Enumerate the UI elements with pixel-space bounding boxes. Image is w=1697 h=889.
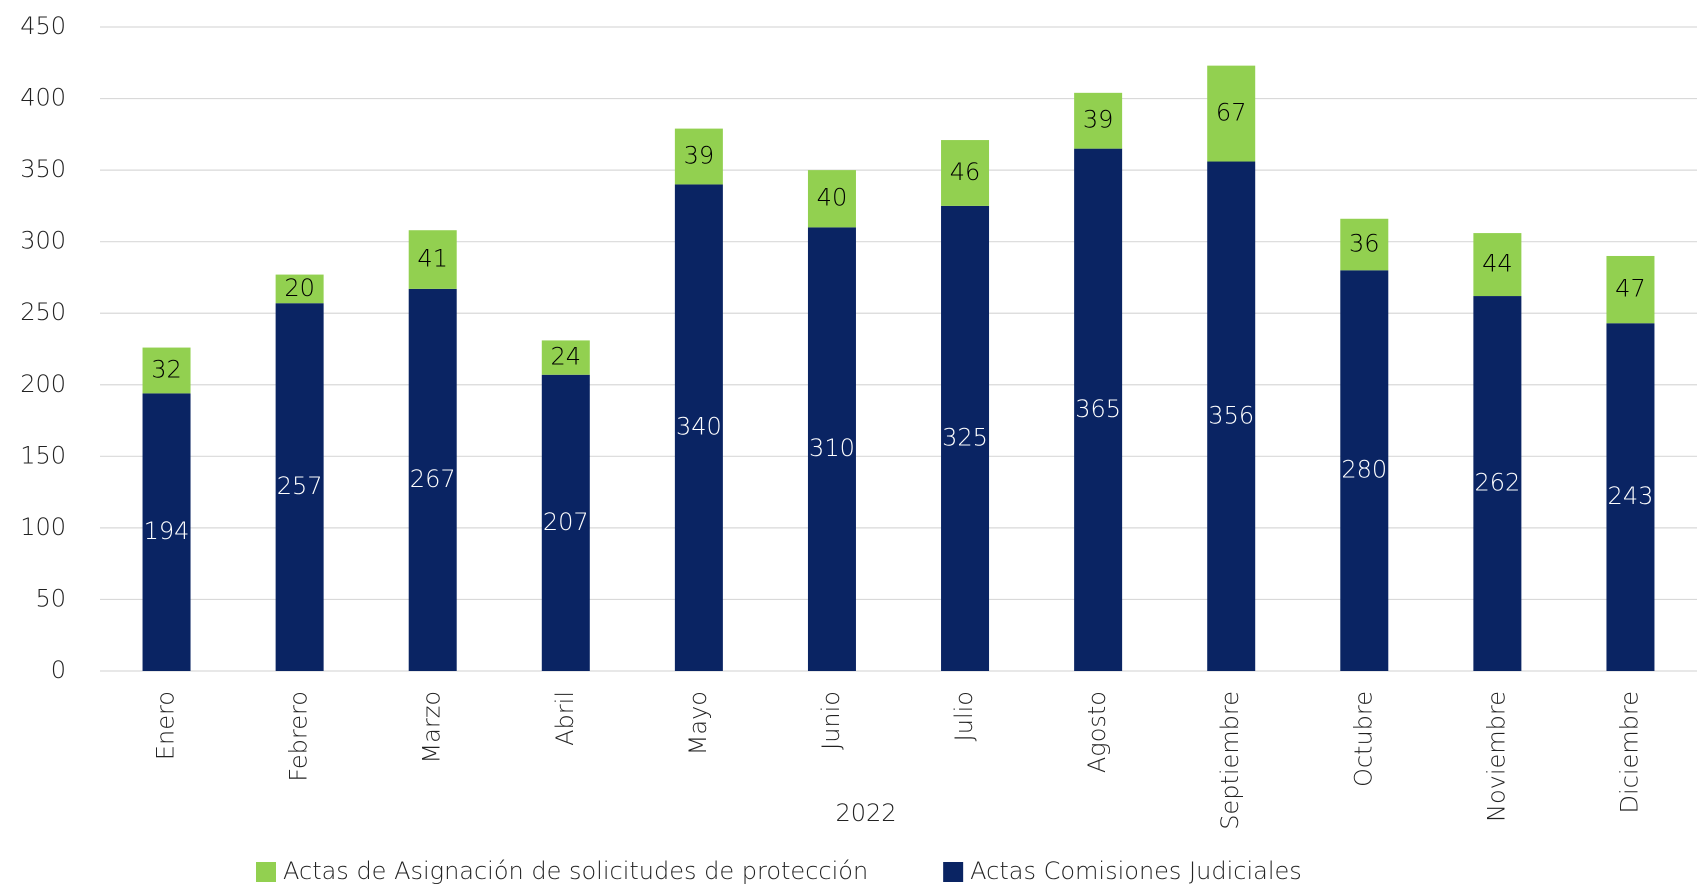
data-label: 39 [1083, 106, 1114, 134]
x-tick-label: Junio [817, 691, 845, 750]
y-tick-label: 50 [35, 584, 66, 612]
legend-swatch [256, 862, 276, 882]
bar-segment [275, 303, 324, 671]
data-label: 257 [277, 472, 323, 500]
y-tick-label: 0 [51, 656, 66, 684]
data-label: 47 [1615, 275, 1646, 303]
bar-segment [142, 393, 191, 671]
y-tick-label: 100 [20, 513, 66, 541]
data-label: 41 [417, 245, 448, 273]
data-label: 267 [410, 465, 456, 493]
legend-label: Actas Comisiones Judiciales [970, 857, 1302, 885]
bar-segment [941, 140, 990, 206]
x-tick-label: Septiembre [1216, 691, 1244, 830]
data-label: 194 [144, 517, 190, 545]
bar-segment [674, 184, 723, 671]
data-label: 24 [551, 343, 582, 371]
y-tick-label: 400 [20, 84, 66, 112]
bar-segment [1074, 92, 1123, 149]
data-label: 207 [543, 508, 589, 536]
data-label: 36 [1349, 230, 1380, 258]
data-label: 32 [151, 355, 182, 383]
data-label: 20 [284, 274, 315, 302]
x-tick-label: Marzo [418, 691, 446, 764]
x-tick-label: Noviembre [1482, 691, 1510, 822]
data-label: 356 [1208, 401, 1254, 429]
data-label: 67 [1216, 99, 1247, 127]
x-tick-label: Abril [551, 691, 579, 746]
y-tick-label: 300 [20, 227, 66, 255]
data-label: 280 [1341, 456, 1387, 484]
legend-label: Actas de Asignación de solicitudes de pr… [283, 857, 868, 885]
bar-segment [1606, 323, 1655, 671]
x-tick-label: Enero [152, 691, 180, 760]
y-tick-label: 200 [20, 370, 66, 398]
bar-segment [1606, 255, 1655, 324]
bar-segment [807, 170, 856, 228]
y-tick-label: 250 [20, 298, 66, 326]
y-tick-label: 150 [20, 441, 66, 469]
data-label: 40 [817, 184, 848, 212]
bar-segment [807, 227, 856, 671]
legend-swatch [943, 862, 964, 882]
x-tick-label: Julio [950, 691, 978, 741]
bar-segment [408, 230, 457, 289]
bar-segment [941, 205, 990, 671]
data-label: 243 [1608, 482, 1654, 510]
x-tick-label: Octubre [1349, 691, 1377, 787]
y-tick-label: 350 [20, 155, 66, 183]
data-label: 262 [1474, 469, 1520, 497]
x-axis-title: 2022 [835, 799, 896, 827]
bar-segment [1340, 270, 1389, 671]
bar-segment [1473, 233, 1522, 297]
data-label: 325 [942, 423, 988, 451]
data-label: 340 [676, 413, 722, 441]
bar-segment [275, 274, 324, 304]
bar-segment [408, 288, 457, 671]
bar-segment [1074, 148, 1123, 672]
bar-segment [1473, 296, 1522, 671]
y-tick-label: 450 [20, 12, 66, 40]
x-tick-label: Agosto [1083, 691, 1111, 773]
bar-segment [1340, 218, 1389, 271]
bar-segment [541, 374, 590, 671]
bar-segment [674, 128, 723, 185]
data-label: 46 [950, 158, 981, 186]
x-tick-label: Diciembre [1615, 691, 1643, 814]
x-tick-label: Febrero [285, 691, 313, 782]
x-tick-label: Mayo [684, 691, 712, 755]
data-label: 39 [684, 142, 715, 170]
bar-segment [142, 347, 191, 394]
bar-segment [1207, 161, 1256, 671]
data-label: 365 [1075, 395, 1121, 423]
data-label: 310 [809, 434, 855, 462]
bar-segment [1207, 65, 1256, 162]
data-label: 44 [1482, 250, 1513, 278]
bar-segment [541, 340, 590, 375]
